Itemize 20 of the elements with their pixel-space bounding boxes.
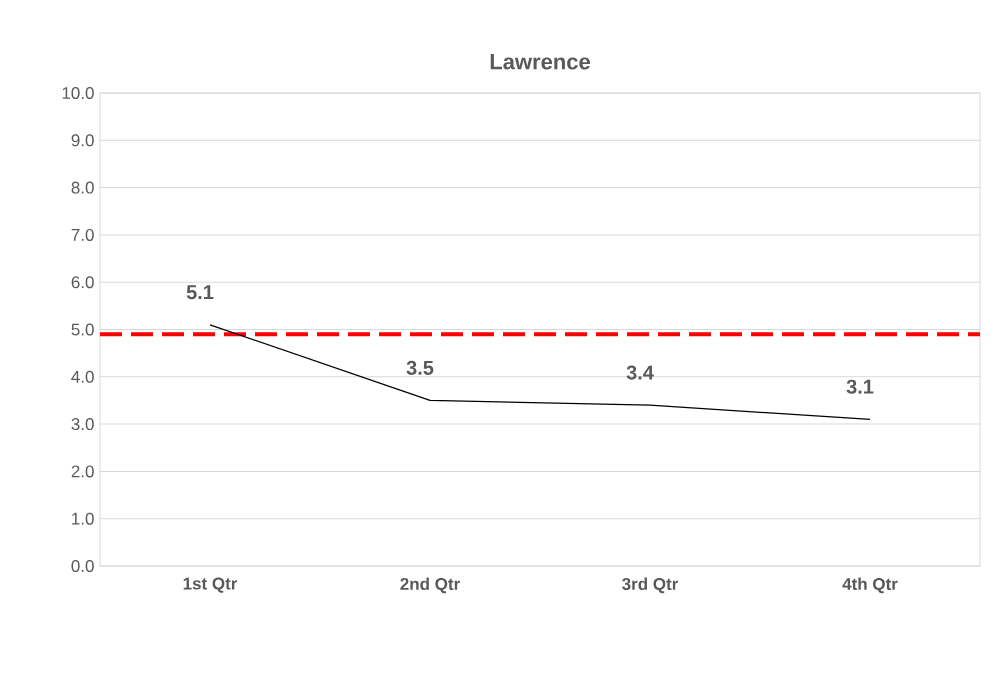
y-tick-label: 10.0 (62, 86, 94, 100)
x-tick-label: 3rd Qtr (622, 577, 679, 594)
y-tick-label: 4.0 (71, 370, 94, 383)
x-tick-label: 2nd Qtr (400, 577, 460, 594)
y-tick-label: 2.0 (71, 465, 94, 478)
y-tick-label: 8.0 (71, 181, 94, 194)
y-tick-label: 9.0 (71, 134, 94, 147)
chart-title: Lawrence (490, 54, 590, 70)
y-tick-label: 1.0 (72, 512, 94, 525)
data-label: 3.4 (626, 365, 654, 380)
y-tick-label: 3.0 (71, 418, 94, 431)
y-tick-label: 0.0 (71, 559, 94, 573)
data-label: 3.1 (846, 379, 874, 394)
data-label: 5.1 (186, 285, 214, 300)
y-tick-label: 7.0 (71, 228, 94, 241)
x-tick-label: 4th Qtr (842, 577, 898, 594)
y-tick-label: 5.0 (71, 323, 94, 336)
data-label: 3.5 (406, 360, 434, 375)
x-tick-label: 1st Qtr (183, 577, 238, 593)
y-tick-label: 6.0 (71, 276, 94, 289)
